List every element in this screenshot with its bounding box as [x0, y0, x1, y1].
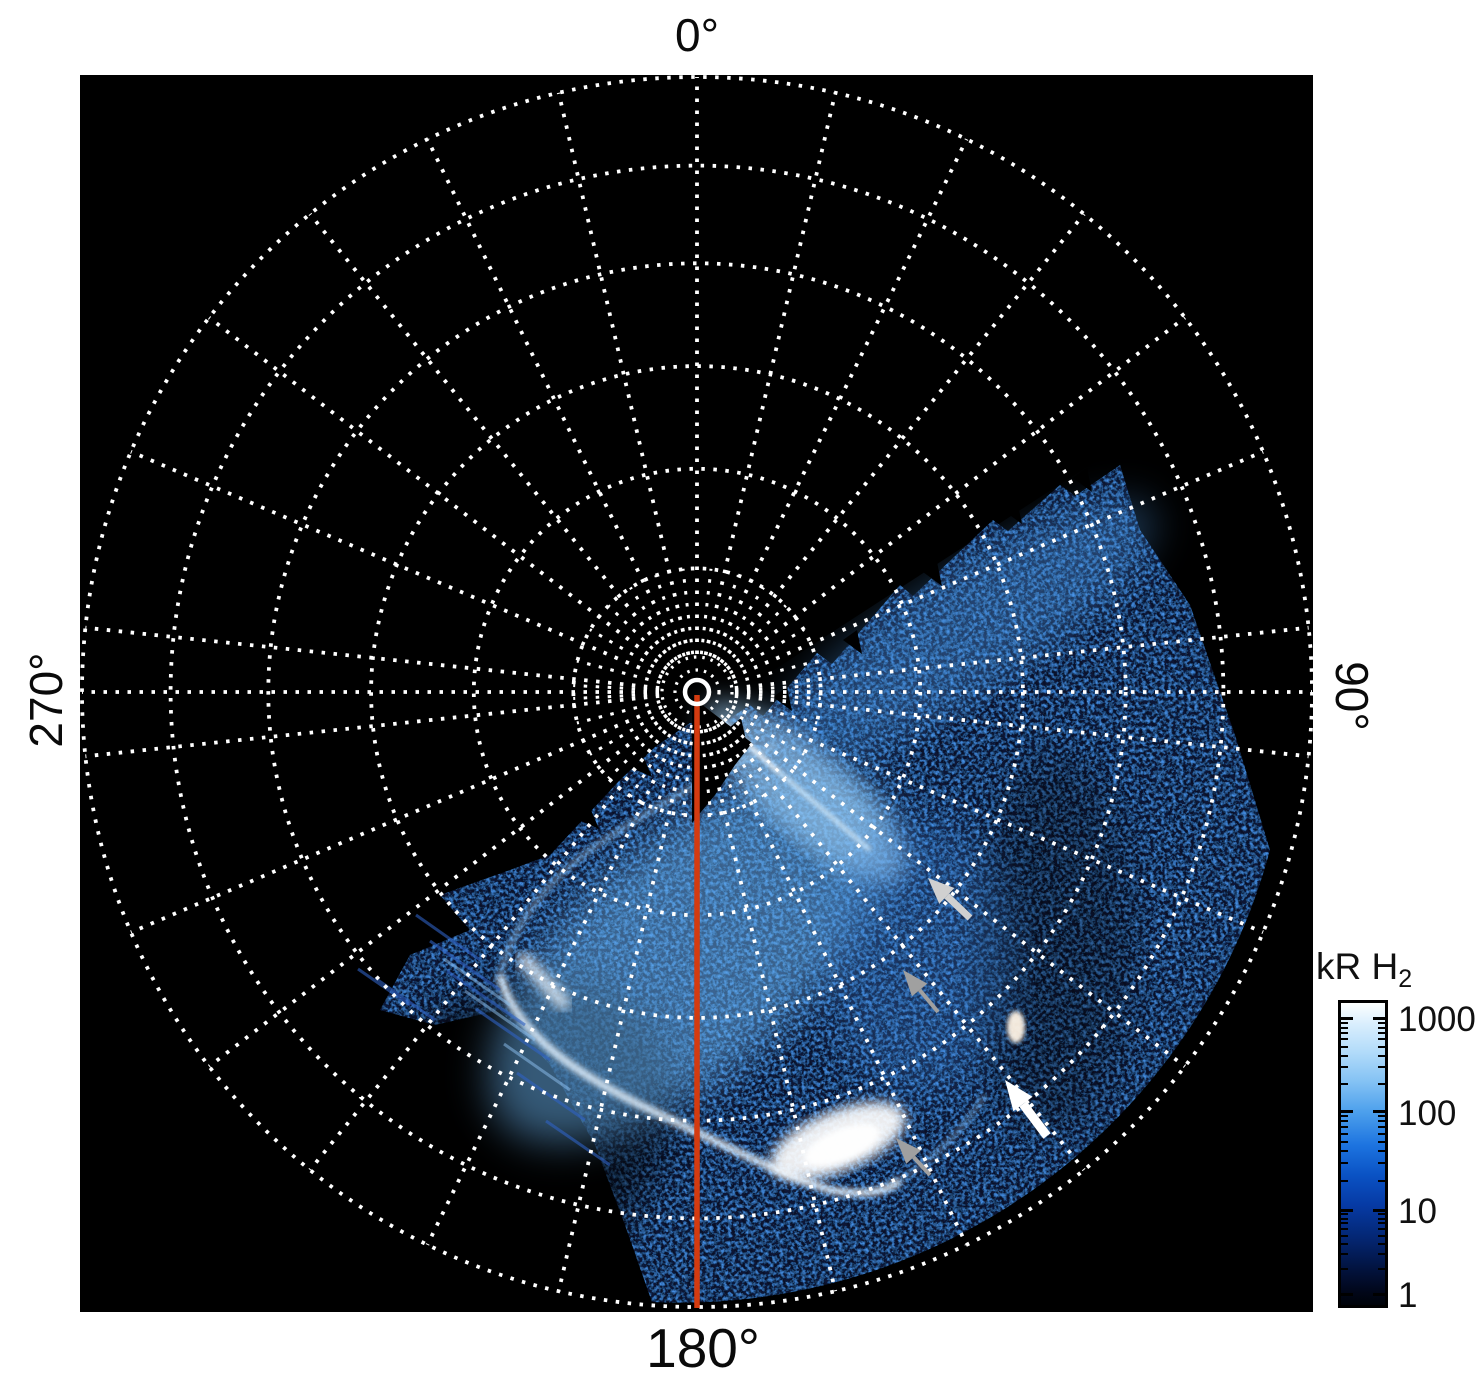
polar-plot-area: [80, 75, 1313, 1312]
colorbar-tick-mark: [1341, 1150, 1348, 1152]
colorbar-tick-mark: [1341, 1253, 1348, 1256]
colorbar-tick-mark: [1341, 1213, 1348, 1216]
colorbar-tick-mark: [1378, 1253, 1385, 1256]
colorbar-tick-mark: [1378, 1222, 1385, 1225]
aurora-polar-map: [80, 75, 1313, 1309]
colorbar-tick-mark: [1378, 1132, 1385, 1135]
colorbar-tick-mark: [1378, 1179, 1385, 1182]
colorbar-tick-mark: [1341, 1115, 1348, 1118]
colorbar-title-subscript: 2: [1398, 965, 1413, 993]
colorbar-tick-mark: [1378, 1267, 1385, 1270]
colorbar-tick-mark: [1341, 1162, 1348, 1165]
colorbar-tick-mark: [1378, 1045, 1385, 1048]
colorbar-tick-mark: [1341, 1227, 1348, 1230]
brightest-spot-core: [804, 1123, 880, 1167]
angle-label-270: 270°: [20, 652, 72, 748]
terminator-teeth: [579, 468, 1092, 829]
colorbar-tick-mark: [1341, 1054, 1348, 1057]
annotation-arrows: [896, 878, 1051, 1177]
colorbar-tick-mark: [1378, 1126, 1385, 1129]
middle-gray-arrow: [903, 970, 940, 1014]
colorbar-tick-label: 100: [1398, 1093, 1457, 1133]
colorbar-tick-mark: [1341, 1208, 1353, 1212]
colorbar-tick-mark: [1378, 1213, 1385, 1216]
colorbar-tick-mark: [1341, 1132, 1348, 1135]
colorbar-tick-mark: [1341, 1045, 1348, 1048]
colorbar-tick-mark: [1378, 1026, 1385, 1029]
colorbar-tick-mark: [1341, 1234, 1348, 1237]
colorbar-tick-mark: [1341, 1222, 1348, 1225]
upper-gray-arrow: [928, 878, 973, 921]
colorbar-tick-mark: [1341, 1110, 1353, 1114]
colorbar-tick-mark: [1378, 1021, 1385, 1024]
colorbar-tick-mark: [1378, 1234, 1385, 1237]
colorbar-tick-mark: [1341, 1179, 1348, 1182]
colorbar-tick-mark: [1341, 1038, 1348, 1041]
white-arrow: [1005, 1080, 1051, 1139]
colorbar-tick-mark: [1341, 1292, 1353, 1296]
colorbar-tick-mark: [1341, 1082, 1348, 1085]
colorbar-tick-mark: [1341, 1021, 1348, 1024]
colorbar-tick-mark: [1341, 1066, 1348, 1069]
colorbar-tick-mark: [1341, 1031, 1348, 1034]
colorbar-tick-mark: [1378, 1066, 1385, 1069]
colorbar-tick-mark: [1378, 1082, 1385, 1085]
colorbar-tick-mark: [1378, 1227, 1385, 1230]
colorbar-tick-mark: [1378, 1054, 1385, 1057]
colorbar-tick-label: 1: [1398, 1276, 1418, 1316]
colorbar-tick-mark: [1378, 1217, 1385, 1220]
colorbar-tick-label: 1000: [1398, 1000, 1476, 1040]
colorbar-tick-mark: [1373, 1110, 1385, 1114]
colorbar-tick-mark: [1341, 1017, 1353, 1020]
colorbar-tick-mark: [1373, 1208, 1385, 1212]
colorbar-tick-mark: [1378, 1120, 1385, 1123]
colorbar-tick-mark: [1378, 1242, 1385, 1245]
polar-streak-core: [1007, 1011, 1025, 1043]
colorbar-title: kR H2: [1316, 946, 1413, 993]
colorbar-tick-mark: [1378, 1031, 1385, 1034]
angle-label-0: 0°: [675, 9, 719, 61]
colorbar-tick-mark: [1341, 1120, 1348, 1123]
colorbar-tick-mark: [1341, 1126, 1348, 1129]
colorbar-tick-mark: [1378, 1038, 1385, 1041]
angle-label-180: 180°: [646, 1317, 760, 1379]
main-emission-wash: [488, 767, 892, 1143]
mid-wash: [825, 815, 1015, 1095]
colorbar-gradient: [1338, 1000, 1388, 1308]
angle-label-90: 90°: [1326, 661, 1378, 731]
pole-marker-ring: [682, 677, 712, 707]
left-edge-bright-streaks: [443, 957, 571, 1092]
colorbar-tick-mark: [1378, 1162, 1385, 1165]
lower-gray-arrow: [896, 1138, 932, 1177]
colorbar-tick-mark: [1341, 1267, 1348, 1270]
bright-diagonal-streak: [515, 950, 572, 1012]
colorbar-tick-mark: [1373, 1017, 1385, 1020]
inner-arc-tail: [778, 771, 872, 852]
colorbar-tick-mark: [1373, 1292, 1385, 1296]
colorbar-tick-mark: [1341, 1026, 1348, 1029]
aurora-emission-region: [345, 465, 1270, 1303]
oval-arc-right-segment: [898, 1093, 988, 1183]
colorbar-tick-label: 10: [1398, 1192, 1437, 1232]
colorbar-tick-mark: [1378, 1150, 1385, 1152]
colorbar-tick-mark: [1341, 1217, 1348, 1220]
colorbar-tick-mark: [1378, 1140, 1385, 1143]
colorbar-tick-mark: [1341, 1242, 1348, 1245]
colorbar-tick-mark: [1378, 1115, 1385, 1118]
colorbar-tick-mark: [1341, 1140, 1348, 1143]
terminator-glow: [764, 500, 1156, 770]
